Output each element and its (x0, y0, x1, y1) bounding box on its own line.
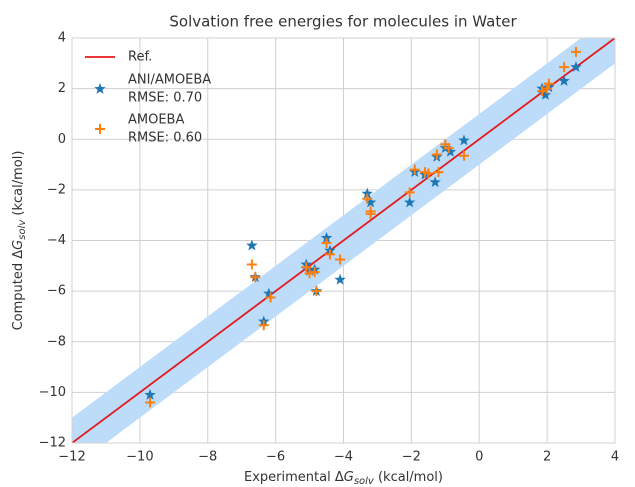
x-tick-label: −6 (266, 450, 285, 465)
chart-title: Solvation free energies for molecules in… (169, 13, 517, 31)
plus-marker (458, 150, 469, 161)
plus-marker (309, 267, 320, 278)
legend-rmse: RMSE: 0.70 (128, 91, 202, 106)
plus-marker (311, 286, 322, 297)
plus-marker (542, 83, 553, 94)
y-tick-label: −2 (47, 182, 66, 197)
plot-frame (71, 37, 616, 444)
plus-marker (559, 62, 570, 73)
plus-marker (250, 272, 261, 283)
plus-marker (335, 254, 346, 265)
star-marker (570, 61, 582, 72)
plus-marker (145, 397, 156, 408)
plus-marker (404, 187, 415, 198)
plus-marker (365, 206, 376, 217)
x-tick-label: −4 (334, 450, 353, 465)
star-marker (539, 88, 552, 100)
plus-marker (95, 124, 105, 134)
reference-line (72, 38, 615, 443)
y-tick-label: −8 (47, 334, 66, 349)
plus-marker (265, 292, 276, 303)
axis-label-var: G (344, 470, 354, 485)
star-marker (403, 196, 416, 208)
star-marker (334, 273, 346, 285)
x-tick-label: 2 (543, 450, 551, 465)
plus-marker (246, 259, 257, 270)
axis-label-var: G (11, 240, 26, 250)
plot-area (72, 38, 615, 443)
x-tick-label: −12 (58, 450, 85, 465)
y-tick-label: −10 (39, 385, 66, 400)
plus-marker (433, 167, 444, 178)
plus-marker (304, 268, 315, 279)
star-marker (364, 196, 377, 208)
axis-label-part: (kcal/mol) (11, 151, 26, 220)
plus-marker (543, 78, 554, 89)
star-marker (263, 287, 275, 299)
legend-label: Ref. (128, 50, 152, 65)
axis-label: Experimental ΔGsolv (kcal/mol) (244, 470, 443, 487)
y-tick-label: 4 (58, 31, 66, 46)
plus-marker (443, 143, 454, 154)
plus-marker (431, 149, 442, 160)
plus-marker (301, 262, 312, 273)
legend-label: ANI/AMOEBA (128, 73, 211, 88)
x-tick-label: −2 (402, 450, 421, 465)
plus-marker (258, 320, 269, 331)
x-tick-label: −10 (126, 450, 153, 465)
star-marker (246, 239, 258, 251)
star-marker (429, 176, 441, 188)
star-marker (320, 231, 333, 243)
x-tick-label: 0 (475, 450, 483, 465)
y-tick-label: 0 (58, 132, 66, 147)
x-tick-label: 4 (611, 450, 619, 465)
axis-label-part: (kcal/mol) (374, 470, 443, 485)
plus-marker (570, 46, 581, 57)
star-marker (558, 75, 570, 86)
plus-marker (409, 164, 420, 175)
legend-rmse: RMSE: 0.60 (128, 131, 202, 146)
plus-marker (362, 193, 373, 204)
plus-marker (423, 168, 434, 179)
legend-label: AMOEBA (128, 113, 184, 128)
y-tick-label: −4 (47, 233, 66, 248)
axis-label: Computed ΔGsolv (kcal/mol) (11, 151, 29, 331)
plus-marker (321, 238, 332, 249)
star-marker (144, 388, 156, 400)
axis-label-sub: solv (354, 476, 375, 487)
y-tick-label: 2 (58, 81, 66, 96)
star-marker (94, 83, 106, 94)
plus-marker (324, 249, 335, 260)
star-marker (444, 145, 457, 157)
star-marker (361, 187, 373, 199)
axis-label-part: Computed Δ (11, 250, 26, 331)
axis-label-sub: solv (17, 219, 28, 240)
x-tick-label: −8 (198, 450, 217, 465)
y-tick-label: −6 (47, 284, 66, 299)
star-marker (458, 134, 470, 146)
plus-marker (537, 86, 548, 97)
y-tick-label: −12 (39, 436, 66, 451)
axis-label-part: Experimental Δ (244, 470, 344, 485)
